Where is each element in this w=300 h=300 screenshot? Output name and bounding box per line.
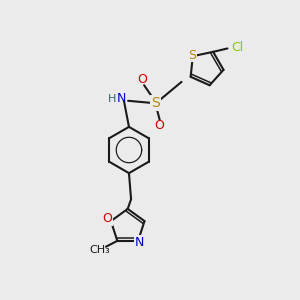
Text: O: O [155, 119, 165, 132]
Text: Cl: Cl [231, 41, 244, 54]
Text: O: O [137, 73, 147, 86]
Text: S: S [151, 96, 160, 110]
Text: N: N [135, 236, 145, 249]
Text: CH₃: CH₃ [89, 245, 110, 255]
Text: O: O [103, 212, 112, 225]
Text: N: N [117, 92, 127, 105]
Text: H: H [108, 94, 116, 104]
Text: S: S [188, 49, 196, 62]
